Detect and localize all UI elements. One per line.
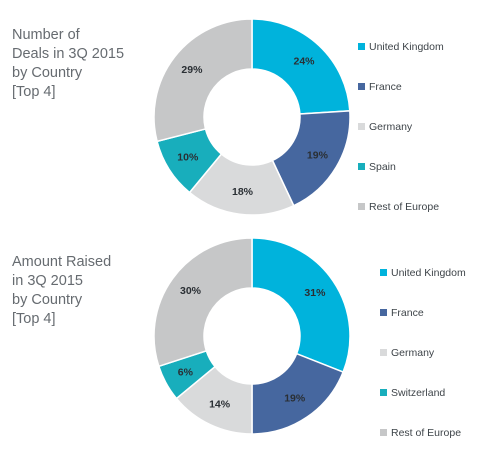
legend-swatch <box>358 203 365 210</box>
slice-value-label: 14% <box>209 399 231 411</box>
legend-label: Rest of Europe <box>391 427 462 439</box>
legend-swatch <box>358 123 365 130</box>
chart-title-deals: Number of Deals in 3Q 2015 by Country [T… <box>12 27 125 100</box>
legend-label: Germany <box>369 121 413 133</box>
legend-swatch <box>380 269 387 276</box>
slice-value-label: 19% <box>284 393 306 405</box>
slice-value-label: 29% <box>181 64 203 76</box>
legend-label: France <box>369 81 402 93</box>
legend-swatch <box>380 349 387 356</box>
chart-panel-amount: Amount Raised in 3Q 2015 by Country [Top… <box>0 224 494 447</box>
donut-slice <box>153 237 253 368</box>
slice-value-label: 31% <box>304 287 326 299</box>
chart-panel-deals: Number of Deals in 3Q 2015 by Country [T… <box>0 0 494 223</box>
slice-value-label: 18% <box>232 186 254 198</box>
legend-label: Rest of Europe <box>369 201 440 213</box>
legend-label: United Kingdom <box>369 41 444 53</box>
donut-slice <box>251 237 351 374</box>
legend-label: Switzerland <box>391 387 446 399</box>
slice-value-label: 6% <box>178 366 194 378</box>
legend-swatch <box>358 43 365 50</box>
slice-value-label: 30% <box>180 285 202 297</box>
legend-label: United Kingdom <box>391 267 466 279</box>
donut-slice <box>153 18 253 143</box>
legend-swatch <box>380 429 387 436</box>
legend-label: Spain <box>369 161 396 173</box>
donut-slice <box>251 18 351 115</box>
donut-slice <box>271 110 351 207</box>
donut-slice <box>251 352 345 435</box>
legend-swatch <box>358 83 365 90</box>
donut-chart-deals: 24% 19% 18% 10% 29% <box>153 18 351 216</box>
donut-chart-amount: 31% 19% 14% 6% 30% <box>153 237 351 435</box>
slice-value-label: 24% <box>293 55 315 67</box>
legend-label: Germany <box>391 347 435 359</box>
legend-swatch <box>358 163 365 170</box>
legend-swatch <box>380 389 387 396</box>
slice-value-label: 19% <box>307 149 329 161</box>
legend-swatch <box>380 309 387 316</box>
legend-label: France <box>391 307 424 319</box>
slice-value-label: 10% <box>177 151 199 163</box>
chart-title-amount: Amount Raised in 3Q 2015 by Country [Top… <box>12 254 112 327</box>
